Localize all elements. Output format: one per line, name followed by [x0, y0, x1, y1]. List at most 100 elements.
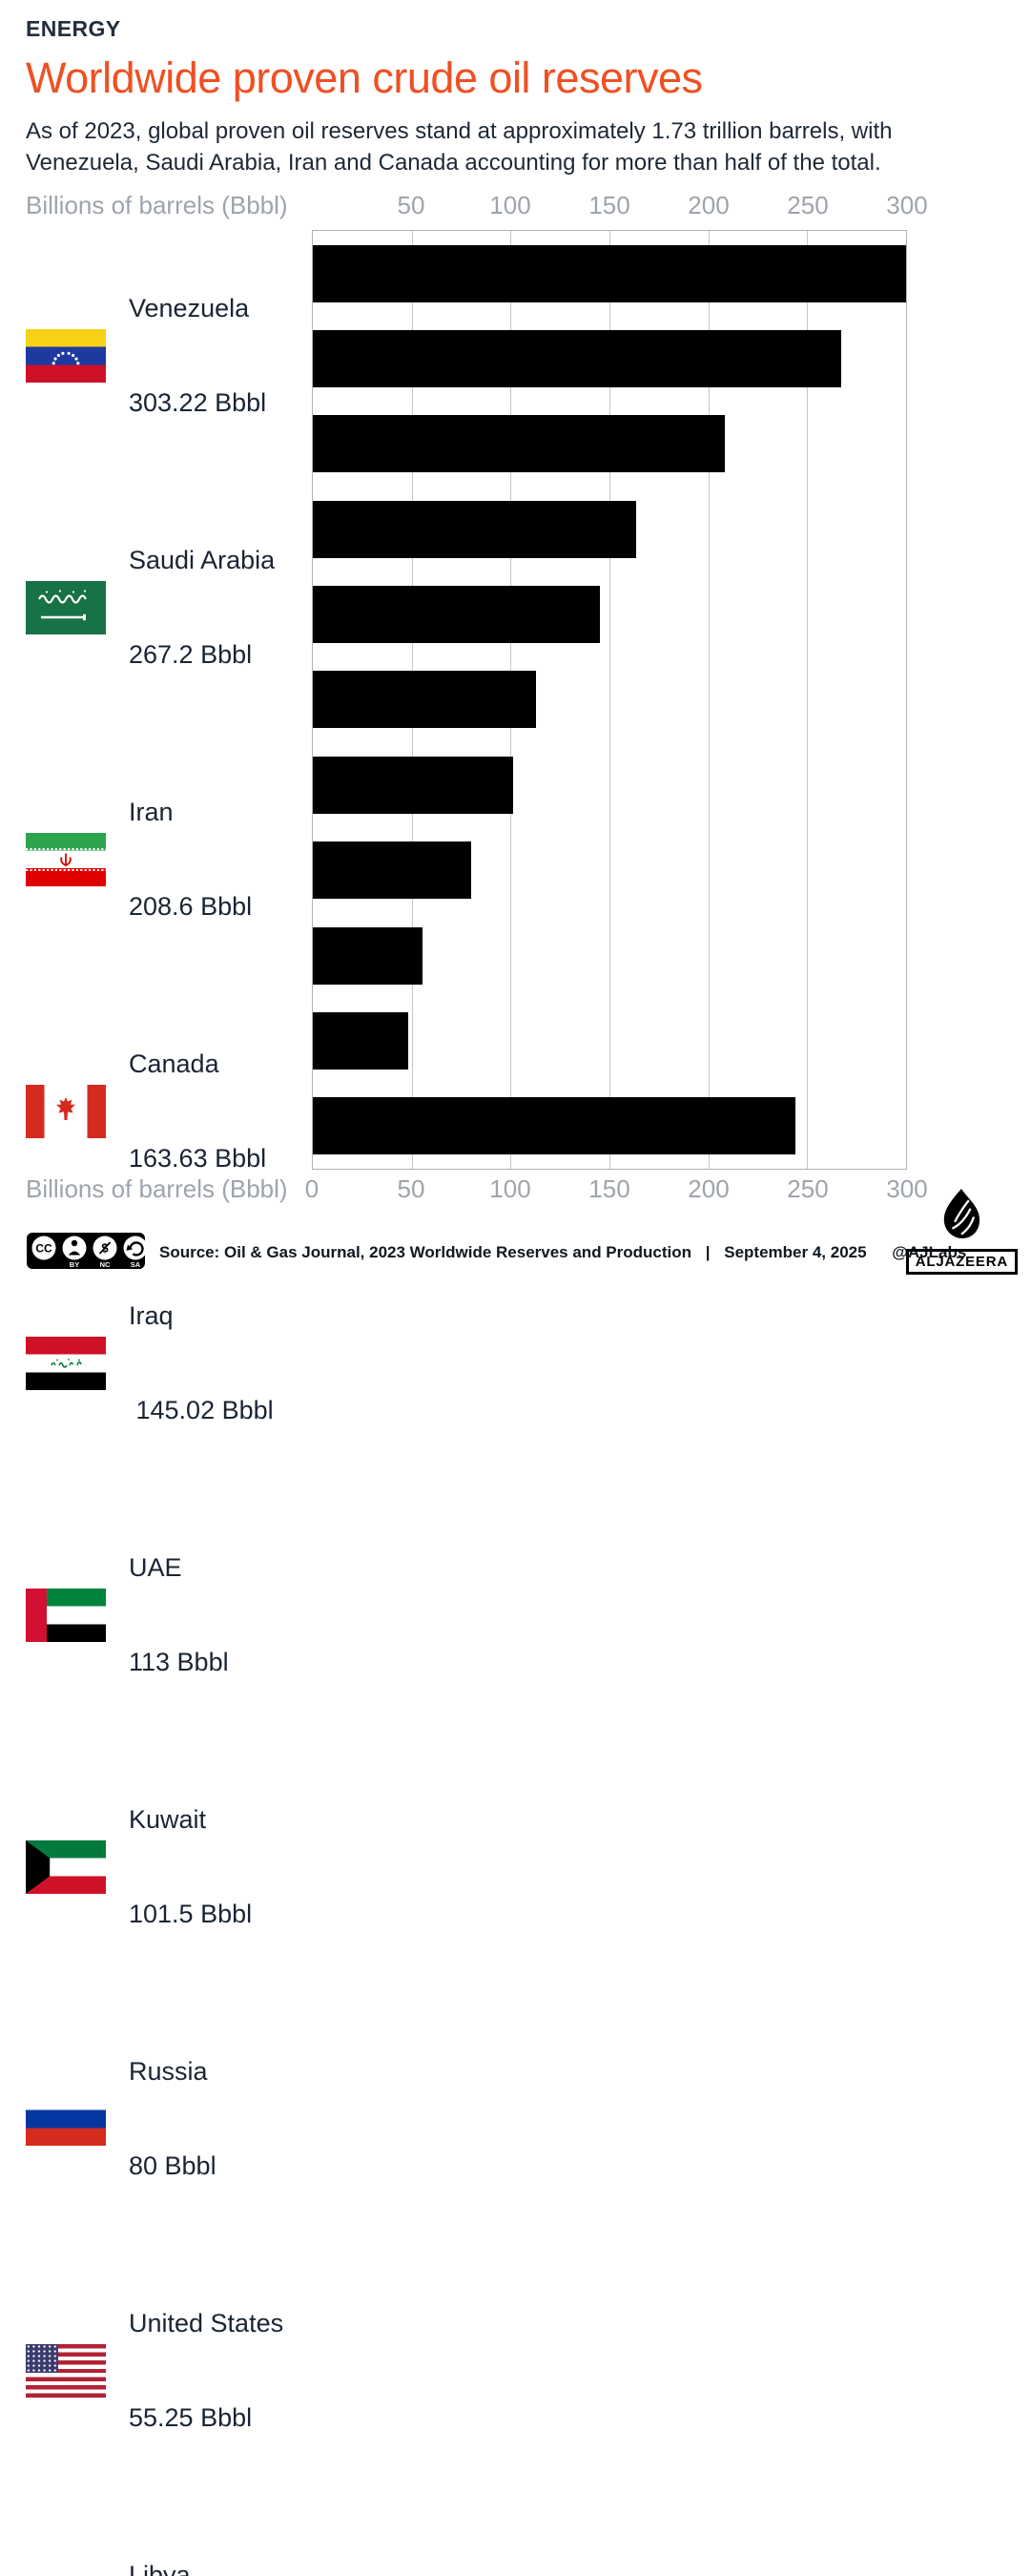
bar-row	[313, 913, 906, 998]
russia-flag-icon	[26, 2092, 106, 2146]
svg-text:NC: NC	[100, 1260, 111, 1269]
country-value: 80 Bbbl	[129, 2151, 217, 2180]
row-label: Canada 163.63 Bbbl	[129, 986, 266, 1237]
kuwait-flag-icon	[26, 1840, 106, 1894]
bar-kuwait	[313, 756, 514, 814]
row-label: Kuwait 101.5 Bbbl	[129, 1741, 252, 1993]
bar-row	[313, 316, 906, 401]
source-text: Source: Oil & Gas Journal, 2023 Worldwid…	[159, 1243, 692, 1261]
x-tick-label: 100	[489, 191, 531, 219]
x-tick-label: 150	[588, 1174, 630, 1203]
bars	[313, 231, 906, 1169]
uae-flag-icon	[26, 1589, 106, 1642]
bar-row	[313, 828, 906, 913]
bar-uae	[313, 671, 537, 729]
country-name: UAE	[129, 1553, 182, 1582]
saudi-arabia-flag-icon	[26, 581, 106, 634]
plot-area	[312, 230, 907, 1170]
country-value: 55.25 Bbbl	[129, 2403, 253, 2432]
x-tick-label: 150	[588, 191, 630, 219]
x-tick-label: 50	[397, 1174, 425, 1203]
row-label: Iran 208.6 Bbbl	[129, 734, 252, 986]
chart-row-venezuela: Venezuela 303.22 Bbbl	[26, 230, 312, 482]
country-name: Venezuela	[129, 294, 250, 322]
country-name: Iran	[129, 798, 174, 826]
country-value: 113 Bbbl	[129, 1648, 229, 1676]
svg-text:SA: SA	[131, 1260, 141, 1269]
bar-iraq	[313, 586, 600, 644]
category-labels-column: Venezuela 303.22 Bbbl Saudi Arabia 267.2…	[26, 230, 312, 2576]
bar-saudi-arabia	[313, 330, 841, 388]
chart-row-iran: Iran 208.6 Bbbl	[26, 734, 312, 986]
iran-flag-icon	[26, 833, 106, 886]
bar-russia	[313, 841, 471, 900]
country-name: United States	[129, 2309, 284, 2337]
country-value: 163.63 Bbbl	[129, 1144, 267, 1173]
country-name: Kuwait	[129, 1805, 207, 1834]
aljazeera-wordmark: ALJAZEERA	[905, 1249, 1018, 1275]
gridline	[708, 231, 710, 1169]
x-tick-label: 50	[397, 191, 425, 219]
x-tick-label: 250	[787, 1174, 829, 1203]
bar-row	[313, 487, 906, 571]
subtitle-line-2: Venezuela, Saudi Arabia, Iran and Canada…	[26, 150, 881, 176]
country-value: 101.5 Bbbl	[129, 1900, 253, 1928]
bar-row	[313, 1084, 906, 1169]
aljazeera-brand: ALJAZEERA	[905, 1186, 1018, 1275]
bar-row	[313, 402, 906, 487]
x-tick-label: 200	[688, 1174, 730, 1203]
bar-canada	[313, 500, 637, 558]
iraq-flag-icon	[26, 1337, 106, 1390]
chart-row-saudi-arabia: Saudi Arabia 267.2 Bbbl	[26, 482, 312, 734]
bar-iran	[313, 415, 726, 473]
x-axis-label-bottom: Billions of barrels (Bbbl)	[26, 1174, 288, 1203]
bar-row	[313, 657, 906, 742]
x-axis-bottom: Billions of barrels (Bbbl) 0 50 100 150 200 2…	[26, 1174, 928, 1206]
credit-text: @AJLabs	[892, 1243, 967, 1261]
x-axis-top: Billions of barrels (Bbbl) 50 100 150 200 25…	[26, 191, 928, 222]
chart-row-kuwait: Kuwait 101.5 Bbbl	[26, 1741, 312, 1993]
chart-row-united-states: United States 55.25 Bbbl	[26, 2245, 312, 2497]
bar-row	[313, 571, 906, 656]
x-tick-label: 250	[787, 191, 829, 219]
country-name: Libya	[129, 2561, 191, 2576]
x-tick-label: 0	[304, 1174, 320, 1203]
chart-row-libya: Libya 48.36 Bbbl	[26, 2497, 312, 2576]
row-label: UAE 113 Bbbl	[129, 1489, 229, 1741]
bar-rest-of-the-world	[313, 1097, 796, 1155]
footer: CC $ BY NC SA Source: Oil & Gas Journal,…	[26, 1189, 1018, 1282]
country-value: 267.2 Bbbl	[129, 640, 253, 669]
country-value: 145.02 Bbbl	[129, 1396, 274, 1424]
country-name: Russia	[129, 2057, 208, 2086]
country-name: Saudi Arabia	[129, 546, 276, 574]
x-tick-label: 200	[688, 191, 730, 219]
row-label: Venezuela 303.22 Bbbl	[129, 230, 266, 482]
bar-row	[313, 742, 906, 827]
country-value: 208.6 Bbbl	[129, 892, 253, 921]
x-tick-label: 100	[489, 1174, 531, 1203]
bar-row	[313, 231, 906, 316]
row-label: Russia 80 Bbbl	[129, 1993, 217, 2245]
aljazeera-calligraphy-logo-icon	[937, 1186, 986, 1246]
bar-chart: Venezuela 303.22 Bbbl Saudi Arabia 267.2…	[26, 230, 907, 2576]
gridline	[609, 231, 610, 1169]
country-value: 303.22 Bbbl	[129, 388, 267, 417]
svg-text:BY: BY	[70, 1260, 79, 1269]
subtitle-line-1: As of 2023, global proven oil reserves s…	[26, 118, 893, 144]
canada-flag-icon	[26, 1085, 106, 1138]
separator: |	[705, 1243, 711, 1261]
chart-row-uae: UAE 113 Bbbl	[26, 1489, 312, 1741]
date-text: September 4, 2025	[724, 1243, 867, 1261]
source-line: Source: Oil & Gas Journal, 2023 Worldwid…	[159, 1243, 966, 1262]
row-label: United States 55.25 Bbbl	[129, 2245, 283, 2497]
country-name: Canada	[129, 1049, 219, 1078]
x-tick-label: 300	[886, 191, 928, 219]
header: ENERGY Worldwide proven crude oil reserv…	[0, 0, 1031, 178]
country-name: Iraq	[129, 1301, 174, 1330]
svg-text:CC: CC	[35, 1241, 52, 1255]
x-axis-label-top: Billions of barrels (Bbbl)	[26, 191, 288, 219]
subtitle: As of 2023, global proven oil reserves s…	[26, 115, 1005, 178]
row-label: Saudi Arabia 267.2 Bbbl	[129, 482, 275, 734]
bar-united-states	[313, 926, 423, 985]
united-states-flag-icon	[26, 2344, 106, 2398]
